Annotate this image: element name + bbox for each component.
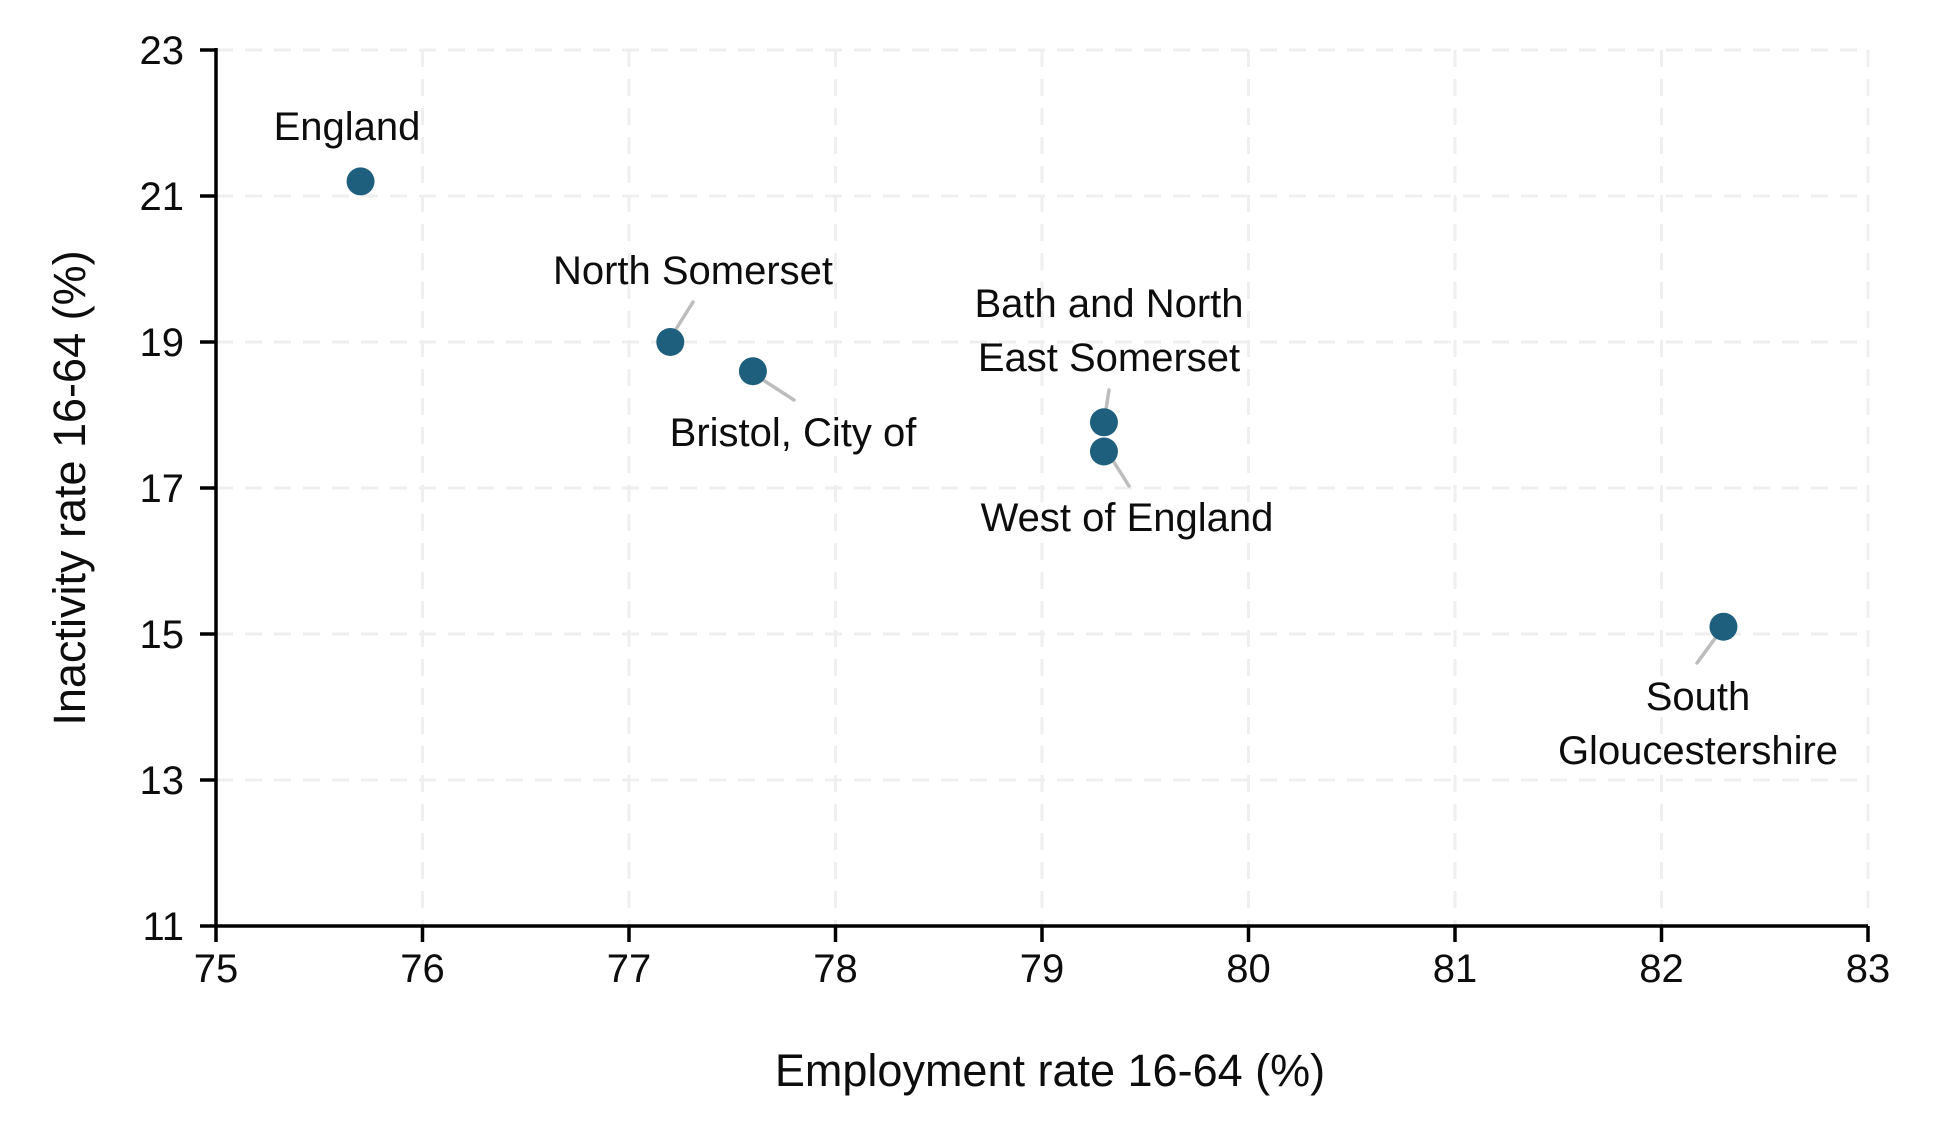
x-tick-label-80: 80: [1226, 947, 1271, 991]
y-axis-title: Inactivity rate 16-64 (%): [44, 250, 95, 725]
point-label-line: Bristol, City of: [670, 411, 918, 455]
leader-line-west-of-england: [1110, 457, 1131, 488]
point-label-line: West of England: [981, 496, 1274, 540]
leader-line-bristol-city-of: [758, 376, 796, 402]
data-point-north-somerset: [656, 328, 685, 356]
data-point-bristol-city-of: [738, 357, 767, 386]
leader-line-north-somerset: [671, 300, 695, 336]
y-tick-label-11: 11: [142, 905, 184, 949]
point-label-west-of-england: West of England: [981, 496, 1274, 540]
y-tick-label-15: 15: [140, 613, 185, 657]
x-axis-title: Employment rate 16-64 (%): [775, 1045, 1325, 1096]
data-point-south-gloucestershire: [1709, 612, 1738, 641]
x-tick-label-81: 81: [1433, 947, 1478, 991]
point-label-line: Bath and North: [974, 282, 1243, 326]
point-label-north-somerset: North Somerset: [553, 249, 833, 293]
x-tick-label-75: 75: [194, 947, 239, 991]
y-tick-label-17: 17: [140, 467, 185, 511]
x-tick-label-77: 77: [607, 947, 652, 991]
gridlines: [216, 48, 1870, 926]
x-tick-label-82: 82: [1639, 947, 1684, 991]
y-tick-label-13: 13: [140, 759, 185, 803]
point-label-bristol-city-of: Bristol, City of: [670, 411, 918, 455]
point-label-line: England: [274, 105, 421, 149]
data-point-bath-and-north-east-somerset: [1089, 408, 1118, 437]
point-label-line: East Somerset: [978, 336, 1240, 380]
data-point-england: [346, 167, 375, 196]
x-tick-label-79: 79: [1020, 947, 1065, 991]
point-label-line: Gloucestershire: [1558, 729, 1838, 773]
data-points: [346, 167, 1738, 641]
point-label-england: England: [274, 105, 421, 149]
data-point-west-of-england: [1089, 437, 1118, 466]
point-label-south-gloucestershire: South Gloucestershire: [1558, 675, 1838, 773]
point-label-line: North Somerset: [553, 249, 833, 293]
x-tick-label-78: 78: [813, 947, 858, 991]
point-label-bath-and-north-east-somerset: Bath and North East Somerset: [974, 282, 1243, 380]
x-tick-label-83: 83: [1846, 947, 1891, 991]
point-labels: England North Somerset Bristol, City of Bat…: [274, 105, 1838, 773]
x-tick-label-76: 76: [400, 947, 445, 991]
y-tick-label-21: 21: [140, 175, 185, 219]
y-tick-label-19: 19: [140, 321, 185, 365]
y-tick-label-23: 23: [140, 29, 185, 73]
point-label-line: South: [1646, 675, 1751, 719]
axes: 75 76 77 78 79 80 81 82 83 11 13 15 17 19 21 23: [140, 29, 1891, 991]
